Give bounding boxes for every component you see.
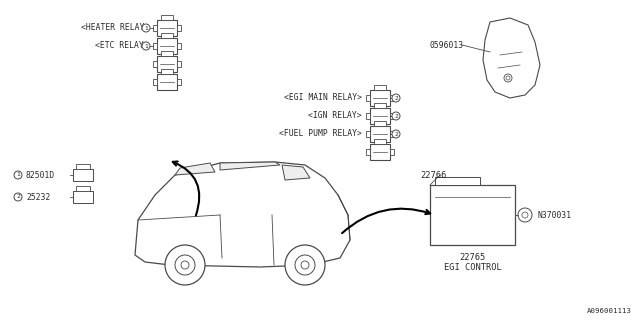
Bar — [157, 74, 177, 90]
Circle shape — [285, 245, 325, 285]
Bar — [161, 69, 173, 74]
Polygon shape — [282, 165, 310, 180]
Bar — [374, 103, 386, 108]
Bar — [76, 164, 90, 169]
Circle shape — [181, 261, 189, 269]
Text: 25232: 25232 — [26, 193, 51, 202]
Circle shape — [522, 212, 528, 218]
Bar — [73, 191, 93, 203]
Polygon shape — [220, 162, 280, 170]
Text: 82501D: 82501D — [26, 171, 55, 180]
Text: 2: 2 — [394, 95, 398, 100]
Bar — [153, 25, 157, 31]
Bar — [153, 61, 157, 67]
Bar — [435, 177, 480, 185]
Circle shape — [504, 74, 512, 82]
Bar — [366, 95, 370, 101]
Bar — [370, 108, 390, 124]
Text: <EGI MAIN RELAY>: <EGI MAIN RELAY> — [284, 93, 362, 102]
Bar — [390, 113, 394, 119]
Text: <ETC RELAY>: <ETC RELAY> — [95, 42, 149, 51]
Circle shape — [14, 193, 22, 201]
Text: 1: 1 — [16, 172, 20, 178]
Circle shape — [14, 171, 22, 179]
Bar — [374, 139, 386, 144]
Bar — [370, 90, 390, 106]
Text: 2: 2 — [16, 195, 20, 199]
Circle shape — [518, 208, 532, 222]
Polygon shape — [483, 18, 540, 98]
Bar — [161, 15, 173, 20]
Text: <FUEL PUMP RELAY>: <FUEL PUMP RELAY> — [279, 130, 362, 139]
Text: 0596013: 0596013 — [430, 41, 464, 50]
Bar — [366, 131, 370, 137]
Bar — [370, 144, 390, 160]
Text: 1: 1 — [144, 26, 148, 30]
Bar — [76, 186, 90, 191]
FancyArrowPatch shape — [342, 209, 430, 233]
Bar — [370, 126, 390, 142]
Text: <IGN RELAY>: <IGN RELAY> — [308, 111, 362, 121]
Bar — [177, 43, 181, 49]
Circle shape — [392, 94, 400, 102]
Bar — [390, 149, 394, 155]
Text: 2: 2 — [394, 132, 398, 137]
Bar — [177, 61, 181, 67]
Bar — [157, 38, 177, 54]
Text: <HEATER RELAY>: <HEATER RELAY> — [81, 23, 149, 33]
Bar — [157, 20, 177, 36]
Text: 2: 2 — [394, 114, 398, 118]
FancyArrowPatch shape — [173, 162, 199, 215]
Bar — [390, 95, 394, 101]
Circle shape — [165, 245, 205, 285]
Bar — [390, 131, 394, 137]
Text: 1: 1 — [144, 44, 148, 49]
Circle shape — [506, 76, 510, 80]
Bar — [157, 56, 177, 72]
Bar — [73, 169, 93, 181]
Bar — [161, 33, 173, 38]
Circle shape — [142, 24, 150, 32]
Bar — [366, 113, 370, 119]
Bar — [374, 121, 386, 126]
Circle shape — [295, 255, 315, 275]
Text: N370031: N370031 — [537, 211, 571, 220]
Bar — [153, 43, 157, 49]
Bar — [430, 185, 515, 245]
Bar — [374, 85, 386, 90]
Bar — [161, 51, 173, 56]
Polygon shape — [135, 162, 350, 267]
Text: A096001113: A096001113 — [587, 308, 632, 314]
Circle shape — [142, 42, 150, 50]
Bar — [177, 79, 181, 85]
Circle shape — [175, 255, 195, 275]
Circle shape — [392, 130, 400, 138]
Text: EGI CONTROL: EGI CONTROL — [444, 263, 501, 272]
Text: 22765: 22765 — [460, 253, 486, 262]
Polygon shape — [175, 163, 215, 175]
Text: 22766: 22766 — [420, 171, 446, 180]
Circle shape — [301, 261, 309, 269]
Bar — [366, 149, 370, 155]
Bar — [177, 25, 181, 31]
Circle shape — [392, 112, 400, 120]
Bar — [153, 79, 157, 85]
